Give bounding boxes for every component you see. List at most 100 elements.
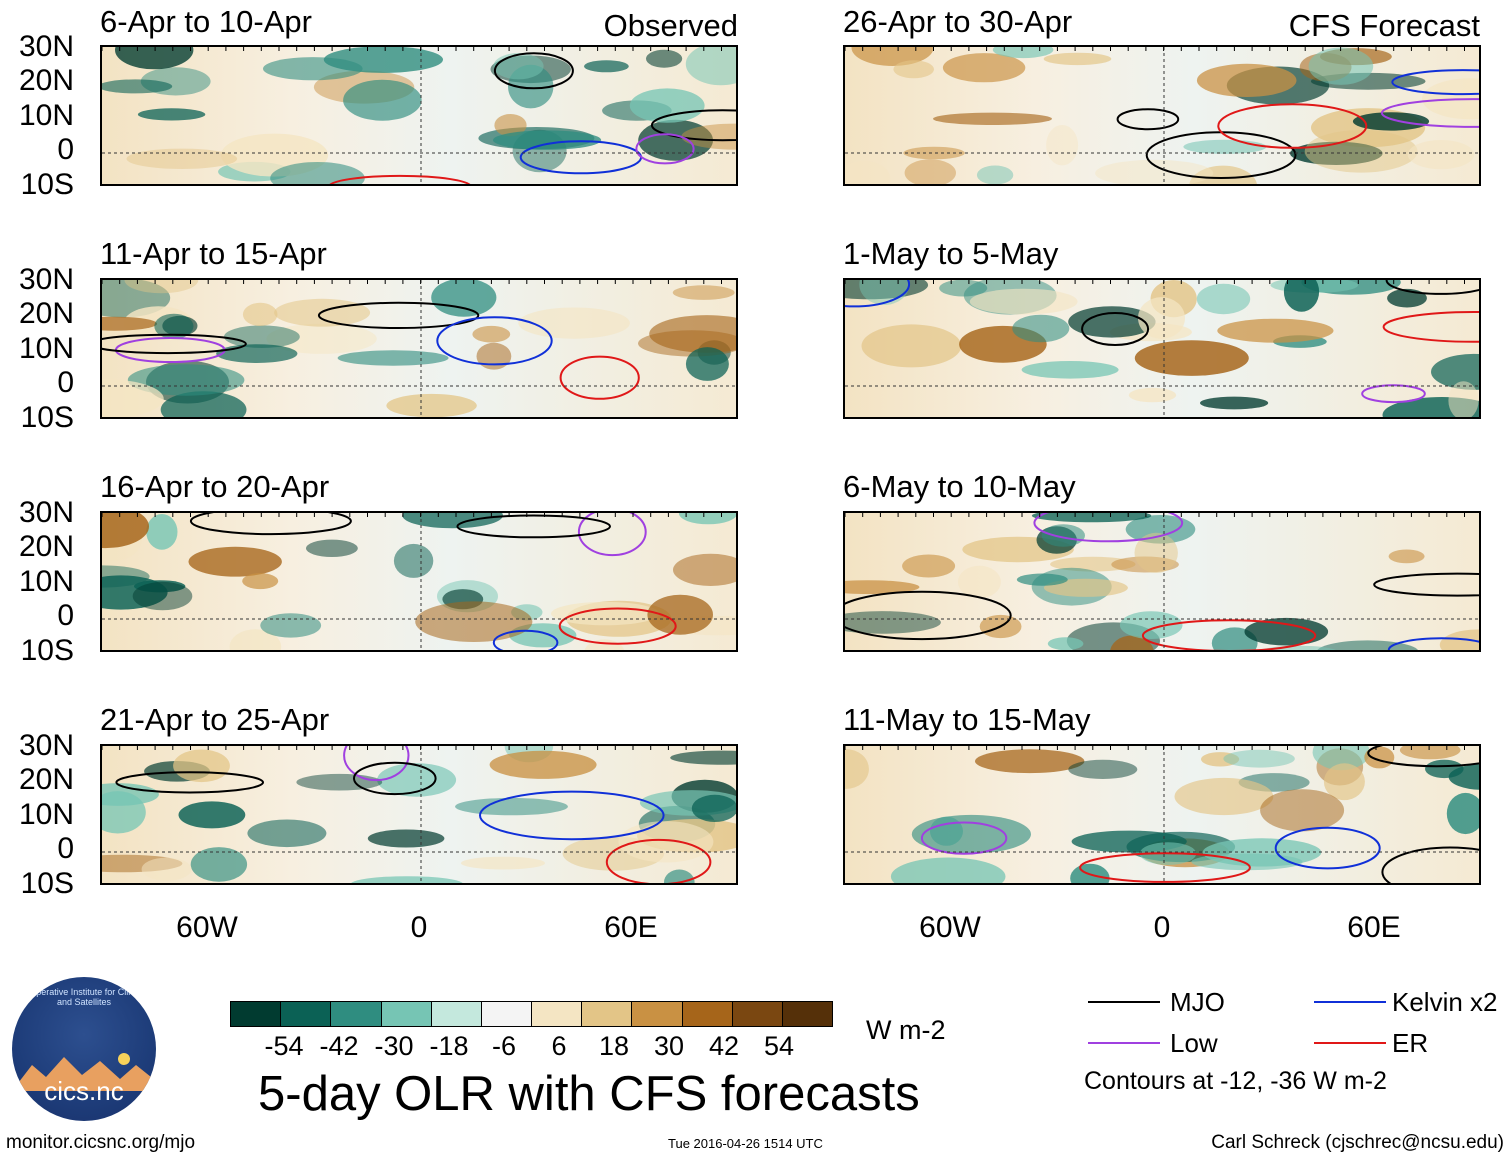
lat-tick-label: 0 <box>57 599 74 632</box>
olr-anomaly-blob <box>455 797 568 816</box>
colorbar-unit: W m-2 <box>866 1015 946 1045</box>
olr-anomaly-blob <box>1364 746 1395 769</box>
olr-anomaly-blob <box>1110 635 1154 650</box>
wave-contour <box>493 52 574 90</box>
olr-anomaly-blob <box>1183 139 1267 154</box>
olr-anomaly-blob <box>216 344 298 363</box>
colorbar-swatch <box>582 1002 633 1026</box>
olr-anomaly-blob <box>137 108 206 121</box>
lat-tick-label: 10N <box>18 99 74 132</box>
wave-contour <box>1033 513 1184 543</box>
olr-anomaly-blob <box>1068 306 1156 338</box>
olr-anomaly-blob <box>224 325 300 348</box>
lon-tick-label: 60E <box>604 911 658 944</box>
olr-anomaly-blob <box>673 553 736 586</box>
olr-anomaly-blob <box>242 302 278 326</box>
wave-contour <box>317 301 480 330</box>
olr-anomaly-blob <box>1317 640 1418 650</box>
olr-anomaly-blob <box>1095 159 1214 184</box>
lon-tick-label: 0 <box>1153 911 1171 944</box>
olr-anomaly-blob <box>367 829 445 848</box>
lat-tick-label: 30N <box>18 263 74 296</box>
footer-url[interactable]: monitor.cicsnc.org/mjo <box>6 1132 196 1153</box>
olr-anomaly-blob <box>102 316 157 331</box>
olr-anomaly-blob <box>1119 611 1183 639</box>
olr-anomaly-blob <box>902 554 956 578</box>
olr-anomaly-blob <box>1128 387 1177 403</box>
lat-tick-label: 20N <box>18 297 74 330</box>
olr-anomaly-blob <box>1191 853 1303 871</box>
olr-anomaly-blob <box>102 791 146 834</box>
panel-title: 21-Apr to 25-Apr <box>100 702 330 737</box>
olr-map <box>100 45 738 186</box>
colorbar-tick: -18 <box>429 1031 469 1061</box>
olr-anomaly-blob <box>584 60 629 73</box>
olr-anomaly-blob <box>647 594 713 635</box>
wave-contour <box>558 607 677 645</box>
lon-tick-label: 60W <box>176 911 238 944</box>
olr-anomaly-blob <box>1125 515 1196 544</box>
colorbar-swatch <box>431 1002 482 1026</box>
wave-contour <box>845 590 1012 641</box>
colorbar-swatch <box>532 1002 583 1026</box>
olr-anomaly-blob <box>1016 573 1068 586</box>
olr-anomaly-blob <box>1021 361 1119 379</box>
lat-tick-label: 30N <box>18 496 74 529</box>
olr-anomaly-blob <box>115 47 194 70</box>
olr-anomaly-blob <box>1260 789 1345 832</box>
olr-anomaly-blob <box>102 513 149 549</box>
wave-contour <box>1079 852 1251 883</box>
colorbar-tick: 54 <box>763 1031 795 1061</box>
olr-anomaly-blob <box>306 539 358 557</box>
olr-anomaly-blob <box>893 60 934 79</box>
olr-anomaly-blob <box>1134 532 1178 573</box>
wave-contour <box>1382 311 1479 343</box>
olr-anomaly-blob <box>1134 340 1249 376</box>
olr-anomaly-blob <box>903 146 965 160</box>
wave-contour <box>479 790 665 841</box>
wave-contour <box>1367 746 1479 768</box>
colorbar-swatch <box>682 1002 733 1026</box>
mountain-icon <box>12 1053 156 1091</box>
legend-note: Contours at -12, -36 W m-2 <box>1084 1067 1387 1095</box>
olr-anomaly-blob <box>337 350 449 366</box>
olr-anomaly-blob <box>551 601 660 626</box>
lat-tick-label: 10S <box>20 401 74 434</box>
olr-anomaly-blob <box>141 857 192 881</box>
colorbar-swatch <box>381 1002 432 1026</box>
olr-anomaly-blob <box>1201 752 1240 767</box>
olr-anomaly-blob <box>1189 165 1257 184</box>
olr-anomaly-blob <box>270 162 365 184</box>
colorbar-swatch <box>231 1002 282 1026</box>
wave-contour <box>492 629 559 650</box>
colorbar-tick: 30 <box>653 1031 685 1061</box>
wave-contour <box>577 513 647 557</box>
olr-anomaly-blob <box>664 869 695 883</box>
wave-contour <box>845 280 911 308</box>
wave-contour <box>102 333 247 355</box>
olr-anomaly-blob <box>672 285 735 300</box>
olr-anomaly-blob <box>351 876 463 883</box>
olr-anomaly-blob <box>691 794 736 822</box>
olr-anomaly-blob <box>1312 746 1370 771</box>
olr-anomaly-blob <box>102 575 168 610</box>
olr-anomaly-blob <box>173 749 230 783</box>
olr-anomaly-blob <box>890 857 1006 883</box>
olr-anomaly-blob <box>190 847 248 882</box>
panel-title: 6-Apr to 10-Apr <box>100 4 312 39</box>
colorbar-tick: -30 <box>374 1031 414 1061</box>
olr-anomaly-blob <box>154 313 194 339</box>
wave-contour <box>559 355 640 400</box>
olr-anomaly-blob <box>845 280 929 300</box>
legend-label-low: Low <box>1170 1028 1218 1058</box>
olr-anomaly-blob <box>247 819 327 848</box>
olr-anomaly-blob <box>461 856 545 870</box>
olr-anomaly-blob <box>1352 112 1430 131</box>
wave-contour <box>1381 846 1479 883</box>
olr-anomaly-blob <box>1043 52 1112 66</box>
colorbar-tick: 18 <box>598 1031 630 1061</box>
olr-anomaly-blob <box>681 123 736 150</box>
olr-anomaly-blob <box>646 49 683 68</box>
olr-anomaly-blob <box>431 280 497 317</box>
olr-anomaly-blob <box>845 749 869 789</box>
